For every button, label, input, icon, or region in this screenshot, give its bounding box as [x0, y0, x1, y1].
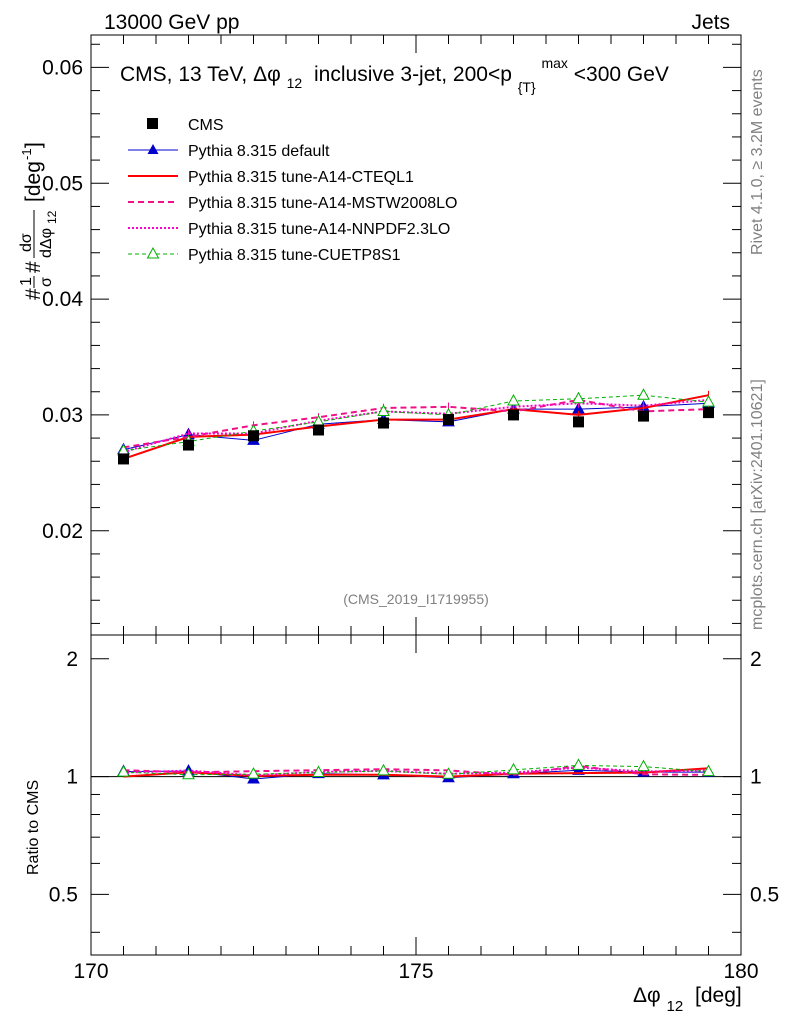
svg-text:CMS, 13 TeV, Δφ 12: CMS, 13 TeV, Δφ 12 inclusive 3-jet, 200<…	[120, 50, 669, 97]
svg-text:dΔφ: dΔφ	[38, 228, 55, 258]
svg-text:1: 1	[18, 277, 35, 286]
legend-entry-nnpdf23lo: Pythia 8.315 tune-A14-NNPDF2.3LO	[128, 221, 450, 238]
legend-entry-cteql1: Pythia 8.315 tune-A14-CTEQL1	[128, 169, 414, 186]
data-point	[638, 410, 649, 422]
ratio-y-tick-label-right: 0.5	[750, 883, 779, 906]
data-point	[703, 407, 714, 419]
data-point	[313, 424, 324, 436]
legend-entry-mstw2008lo: Pythia 8.315 tune-A14-MSTW2008LO	[128, 195, 457, 212]
svg-text:σ: σ	[38, 277, 55, 287]
svg-text:[deg: [deg	[22, 161, 45, 202]
series-line-1	[123, 394, 709, 460]
series-line-0	[123, 402, 709, 451]
ratio-y-label: Ratio to CMS	[25, 780, 42, 875]
svg-text:]: ]	[22, 142, 45, 148]
svg-text:-1: -1	[19, 148, 34, 160]
y-tick-label: 0.05	[42, 172, 83, 195]
svg-text:#: #	[22, 288, 45, 300]
ratio-y-tick-label-right: 1	[750, 766, 762, 789]
x-axis-label: Δφ 12 [deg]	[633, 984, 742, 1016]
ratio-marker-4	[442, 767, 455, 779]
ratio-marker-4	[312, 765, 325, 777]
legend-entry-cms: CMS	[147, 117, 224, 134]
svg-text:Pythia 8.315 tune-A14-MSTW2008: Pythia 8.315 tune-A14-MSTW2008LO	[188, 195, 457, 212]
data-point	[443, 414, 454, 426]
svg-text:Pythia 8.315 tune-CUETP8S1: Pythia 8.315 tune-CUETP8S1	[188, 247, 401, 264]
ratio-marker-4	[572, 758, 585, 770]
y-tick-label: 0.04	[42, 288, 83, 311]
y-tick-label: 0.02	[42, 520, 83, 543]
svg-text:12: 12	[45, 210, 59, 224]
data-point	[573, 416, 584, 428]
ratio-y-tick-label-right: 2	[750, 648, 762, 671]
x-tick-label: 170	[73, 960, 108, 983]
series-marker-4	[637, 388, 650, 400]
legend: CMS Pythia 8.315 default Pythia 8.315 tu…	[128, 117, 457, 264]
ratio-y-tick-label: 2	[66, 648, 78, 671]
data-point	[118, 453, 129, 465]
data-point	[508, 409, 519, 421]
series-marker-4	[377, 404, 390, 416]
x-tick-label: 175	[398, 960, 433, 983]
ratio-marker-4	[507, 762, 520, 775]
ratio-y-tick-label: 0.5	[49, 883, 78, 906]
data-point	[183, 439, 194, 451]
ratio-marker-4	[182, 767, 195, 780]
svg-text:CMS: CMS	[188, 117, 224, 134]
legend-entry-default: Pythia 8.315 default	[128, 143, 330, 160]
series-line-4	[123, 394, 709, 452]
header-left: 13000 GeV pp	[104, 11, 239, 34]
series-marker-4	[572, 391, 585, 404]
ratio-line-2	[123, 764, 709, 776]
x-tick-label: 180	[723, 960, 758, 983]
ratio-marker-4	[637, 759, 650, 772]
y-tick-label: 0.03	[42, 404, 83, 427]
ratio-y-tick-label: 1	[66, 766, 78, 789]
data-point	[248, 430, 259, 442]
ratio-line-1	[123, 767, 709, 778]
svg-text:Pythia 8.315 tune-A14-CTEQL1: Pythia 8.315 tune-A14-CTEQL1	[188, 169, 414, 186]
ratio-line-3	[123, 766, 709, 777]
svg-text:Pythia 8.315 tune-A14-NNPDF2.3: Pythia 8.315 tune-A14-NNPDF2.3LO	[188, 221, 450, 238]
chart-title: CMS, 13 TeV, Δφ 12 inclusive 3-jet, 200<…	[120, 50, 669, 97]
series-marker-4	[507, 393, 520, 406]
ratio-marker-4	[247, 767, 260, 779]
series-line-2	[123, 398, 709, 449]
svg-text:Pythia 8.315 default: Pythia 8.315 default	[188, 143, 330, 160]
series-marker-4	[702, 395, 715, 407]
svg-text:dσ: dσ	[18, 233, 35, 252]
series-line-3	[123, 398, 709, 453]
y-tick-label: 0.06	[42, 56, 83, 79]
ratio-marker-4	[117, 765, 130, 777]
ratio-marker-4	[377, 763, 390, 776]
ratio-marker-4	[702, 764, 715, 777]
header-right: Jets	[691, 11, 730, 34]
ratio-plot-frame	[90, 634, 742, 956]
mcplots-label: mcplots.cern.ch [arXiv:2401.10621]	[749, 379, 766, 630]
rivet-label: Rivet 4.1.0, ≥ 3.2M events	[749, 69, 766, 255]
y-axis-label: # 1 σ # dσ dΔφ 12 [deg -1 ]	[18, 142, 59, 300]
svg-text:#: #	[22, 261, 45, 273]
analysis-id: (CMS_2019_I1719955)	[343, 591, 489, 607]
svg-text:Δφ 12 [deg]: Δφ 12 [deg]	[633, 984, 742, 1016]
legend-entry-cuetp8s1: Pythia 8.315 tune-CUETP8S1	[128, 246, 401, 264]
data-point	[378, 417, 389, 429]
